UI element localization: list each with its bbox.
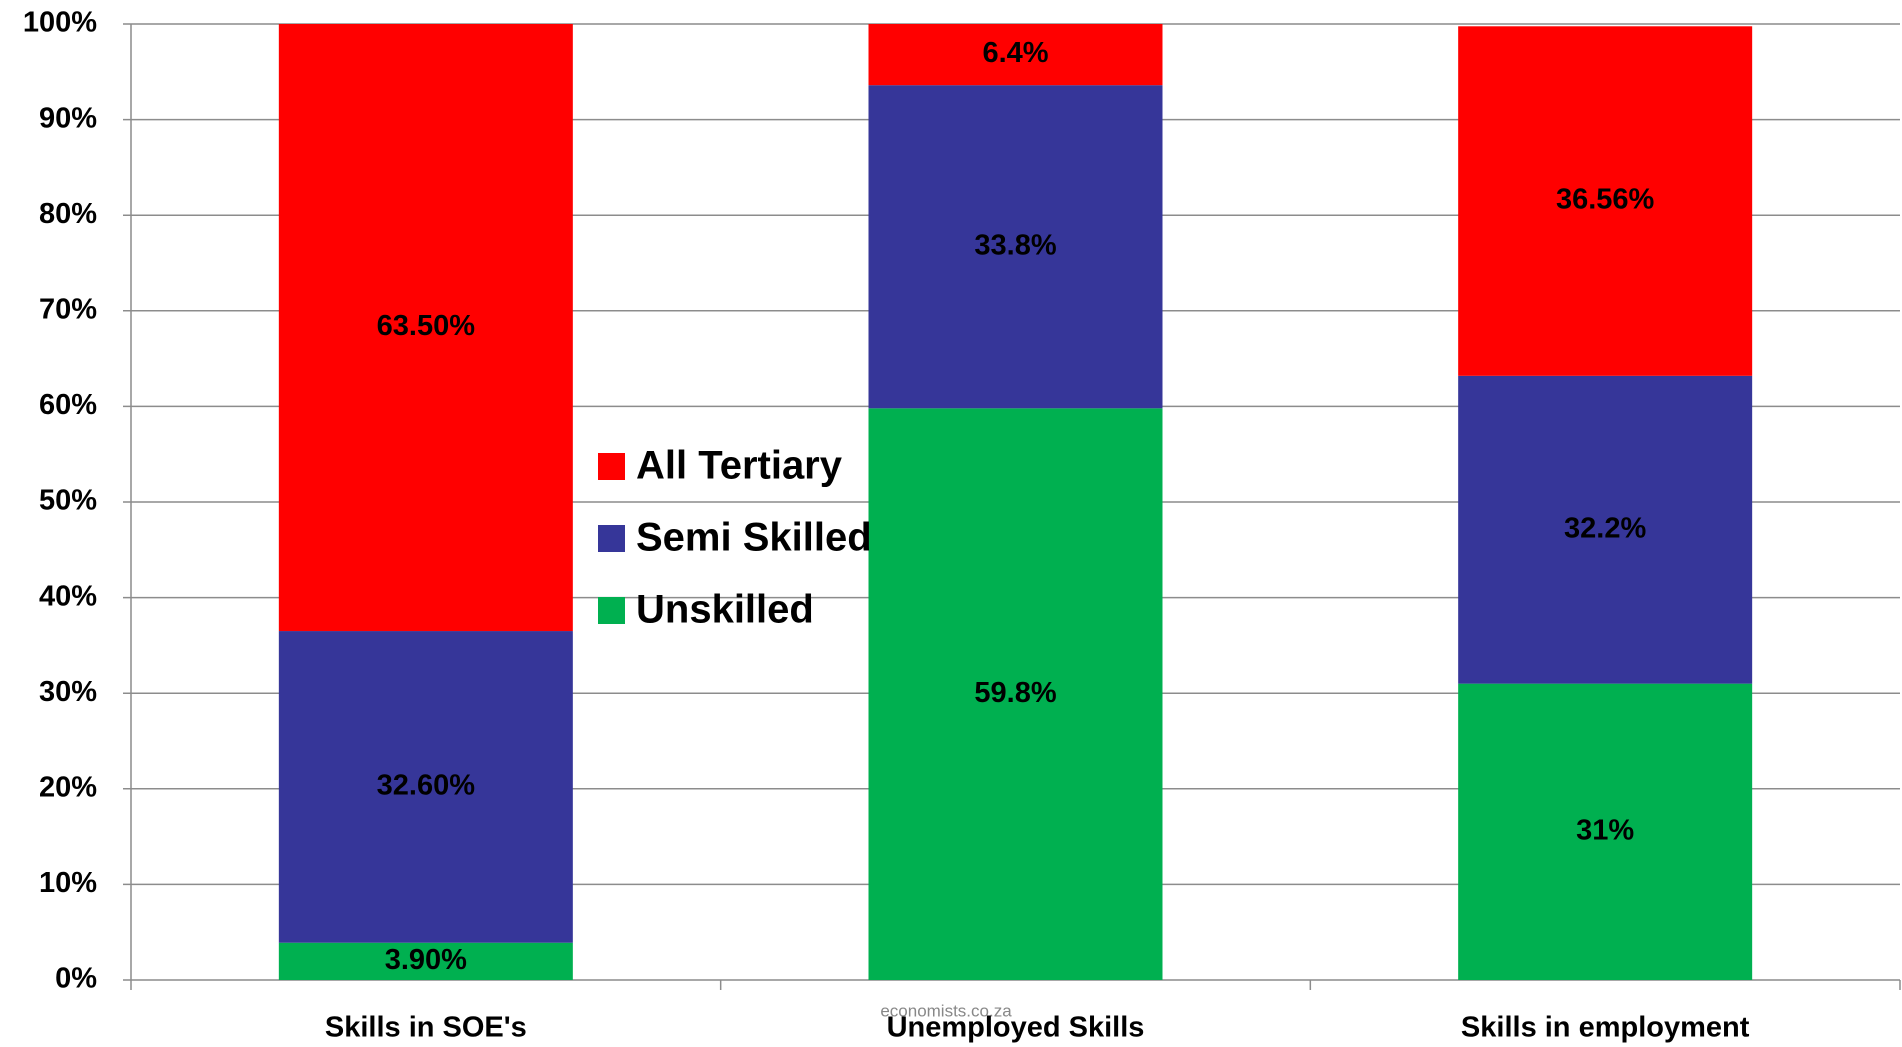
data-label: 36.56% [1556, 184, 1655, 216]
bar-segment [868, 24, 1163, 86]
data-label: 32.2% [1564, 512, 1646, 544]
y-tick-label: 20% [39, 771, 97, 803]
bar-segment [868, 408, 1163, 980]
y-tick-label: 70% [39, 293, 97, 325]
x-tick-label: Skills in SOE's [325, 1012, 527, 1044]
bar-segment [278, 24, 573, 632]
data-label: 31% [1576, 814, 1634, 846]
legend-label: All Tertiary [636, 444, 843, 488]
bar-segment [1458, 26, 1753, 376]
y-tick-label: 50% [39, 485, 97, 517]
data-label: 3.90% [385, 944, 467, 976]
legend-swatch [598, 525, 625, 552]
y-tick-label: 40% [39, 580, 97, 612]
legend-label: Semi Skilled [636, 516, 872, 560]
y-tick-label: 10% [39, 867, 97, 899]
bar-segment [278, 942, 573, 980]
bar-segment [278, 631, 573, 943]
data-label: 63.50% [377, 310, 476, 342]
data-label: 6.4% [982, 37, 1048, 69]
data-label: 32.60% [377, 770, 476, 802]
watermark: economists.co.za [880, 1001, 1012, 1020]
legend-swatch [598, 453, 625, 480]
data-label: 33.8% [974, 229, 1056, 261]
y-tick-label: 80% [39, 198, 97, 230]
legend-swatch [598, 597, 625, 624]
y-tick-label: 0% [55, 963, 97, 995]
y-tick-label: 90% [39, 102, 97, 134]
bar-segment [1458, 375, 1753, 684]
y-tick-label: 100% [23, 7, 97, 39]
bar-segment [868, 85, 1163, 409]
y-tick-label: 60% [39, 389, 97, 421]
y-tick-label: 30% [39, 676, 97, 708]
x-tick-label: Skills in employment [1461, 1012, 1750, 1044]
legend-label: Unskilled [636, 588, 814, 632]
bar-segment [1458, 683, 1753, 980]
data-label: 59.8% [974, 677, 1056, 709]
x-tick-label: Unemployed Skills [887, 1012, 1145, 1044]
